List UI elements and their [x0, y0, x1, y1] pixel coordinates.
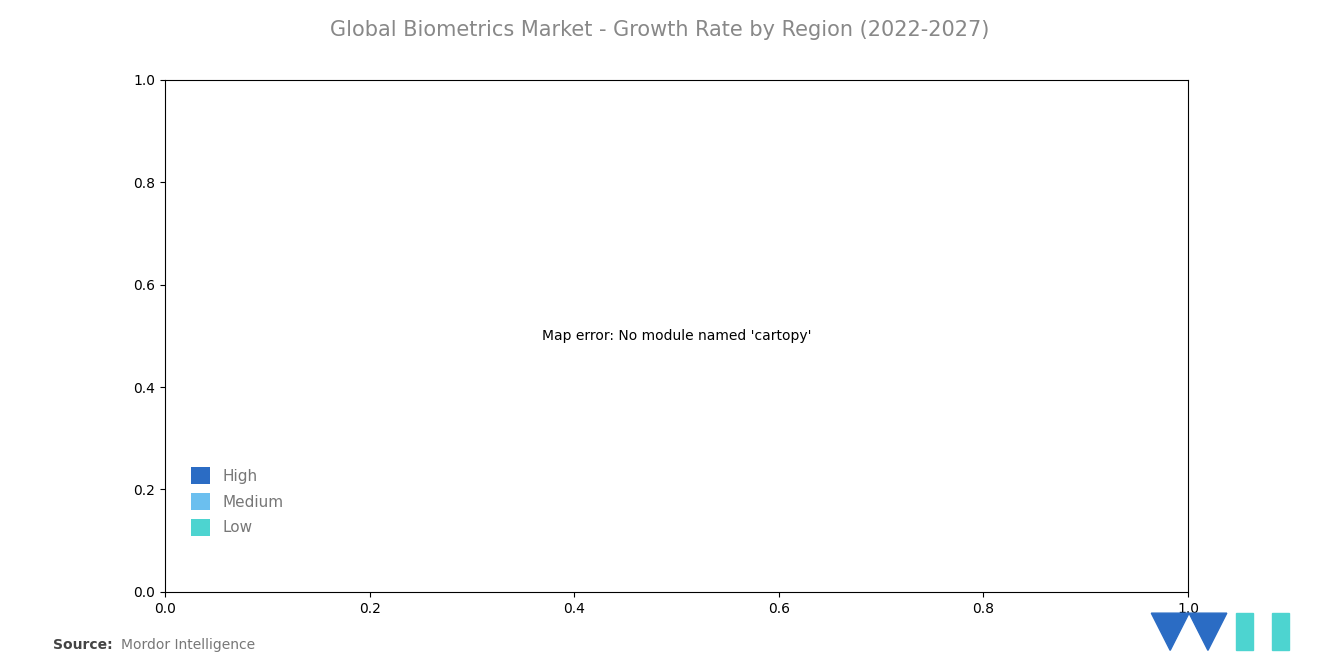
Polygon shape: [1151, 613, 1189, 650]
Text: Source:: Source:: [53, 638, 117, 652]
Legend: High, Medium, Low: High, Medium, Low: [183, 460, 292, 543]
Text: Mordor Intelligence: Mordor Intelligence: [121, 638, 256, 652]
Polygon shape: [1236, 613, 1253, 650]
Polygon shape: [1271, 613, 1290, 650]
Polygon shape: [1189, 613, 1226, 650]
Text: Global Biometrics Market - Growth Rate by Region (2022-2027): Global Biometrics Market - Growth Rate b…: [330, 20, 990, 40]
Text: Map error: No module named 'cartopy': Map error: No module named 'cartopy': [541, 329, 812, 343]
